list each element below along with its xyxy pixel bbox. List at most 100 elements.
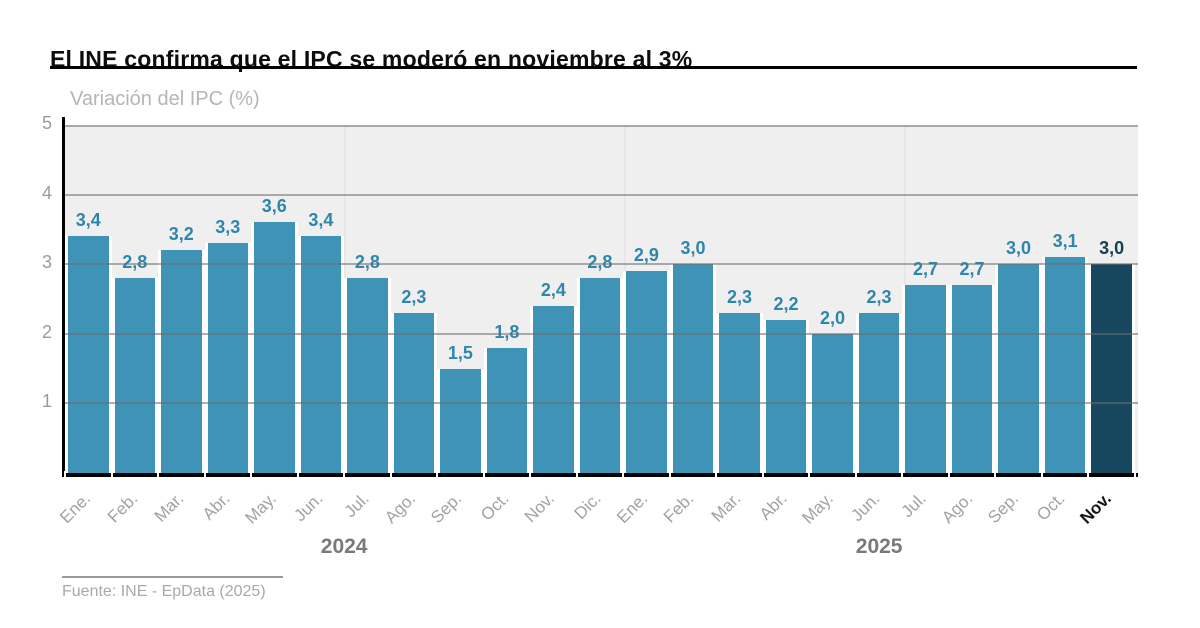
bar-value-label: 2,3 [726,286,752,307]
x-axis-tick [482,471,485,480]
bar-value-label: 2,8 [354,252,380,273]
year-label-2025: 2025 [855,535,903,558]
bar-value-label: 1,8 [494,321,520,342]
bar-value-label: 3,0 [1006,238,1032,259]
bar-cell-Abr-2025: 2,2 [761,125,810,480]
month-label: Dic. [570,488,605,524]
bar-cell-Oct-2025: 3,1 [1040,125,1089,480]
month-label-cell: Feb. [103,482,157,536]
month-label-cell: Jun. [290,482,343,536]
x-axis-tick [64,471,66,480]
bar-value-label: 3,0 [1099,238,1125,259]
chart-subtitle: Variación del IPC (%) [70,88,260,110]
x-axis-tick [203,471,206,480]
x-axis-tick [110,471,113,480]
x-axis-tick [994,471,997,480]
gridline-y1 [65,402,1138,405]
bar-cell-Mar-2024: 3,2 [157,125,205,480]
month-label-cell: Abr. [756,482,807,536]
year-label-2024: 2024 [320,535,368,558]
bar-cell-Sep-2025: 3,0 [994,125,1042,480]
y-tick-label-1: 1 [41,391,52,412]
bar-value-label: 3,6 [261,196,287,217]
x-axis-month-labels: Ene. Feb. Mar. Abr. May. Jun. Jul. Ago. Sep. Oct.… [56,482,1135,536]
bar-cell-Nov-2024: 2,4 [529,125,577,480]
month-label-cell: Dic. [571,482,621,536]
x-axis-tick [901,471,904,480]
month-label: Jul. [340,488,373,522]
bar-highlight [1088,264,1135,473]
x-axis-tick [1040,471,1043,480]
bar-value-label: 3,4 [75,210,101,231]
y-axis-top-tick [62,117,65,125]
month-label-cell: Nov. [1077,482,1132,536]
bar [390,312,438,473]
bar-cell-Jun-2024: 3,4 [296,125,345,480]
bar-cell-Jun-2025: 2,3 [854,125,903,480]
bar-value-label: 2,8 [122,252,148,273]
y-tick-label-4: 4 [41,182,52,203]
y-tick-label-5: 5 [41,113,52,133]
x-axis-tick [808,471,811,480]
bar-cell-Ago-2024: 2,3 [389,125,438,480]
month-label-cell: Jul. [897,482,946,536]
gridline-y4 [65,193,1138,196]
month-label-cell: May. [798,482,853,536]
bar [576,278,624,473]
bar-cell-Ago-2025: 2,7 [947,125,996,480]
month-label: Jul. [897,488,930,522]
month-label-cell: Mar. [707,482,760,536]
bar-value-label: 2,4 [540,279,566,300]
month-label: Ene. [56,488,95,528]
x-axis-tick [575,471,578,480]
month-label-cell: Mar. [151,482,204,536]
x-axis-tick [1133,471,1136,480]
bar-cell-Oct-2024: 1,8 [482,125,531,480]
x-axis-tick [622,471,625,480]
bar-cell-Ene-2025: 2,9 [622,125,670,480]
bar-cell-Ene-2024: 3,4 [64,125,112,480]
x-axis-tick [250,471,253,480]
bar-value-label: 2,0 [819,307,846,328]
y-tick-label-3: 3 [41,252,52,273]
source-divider [62,576,283,578]
bar [158,250,205,473]
month-label-cell: Feb. [660,482,714,536]
x-axis-tick [1087,471,1090,480]
bar-value-label: 3,2 [168,224,194,245]
gridline-y5 [65,125,1138,127]
bar-value-label: 3,0 [680,238,706,259]
month-label-cell: May. [242,482,297,536]
month-label-cell: Jul. [340,482,389,536]
x-axis-tick [389,471,392,480]
month-label-cell: Abr. [199,482,250,536]
bar-value-label: 3,4 [308,210,334,231]
month-label: Oct. [476,488,513,525]
bar [204,243,252,473]
month-label-cell: Sep. [428,482,482,536]
month-label-cell: Oct. [1033,482,1085,536]
bar-cell-Abr-2024: 3,3 [203,125,252,480]
bar [65,236,112,473]
bar-cell-May-2024: 3,6 [250,125,298,480]
bar-cell-Nov-2025: 3,0 [1087,125,1136,480]
month-label: Abr. [198,488,234,524]
month-label-cell: Ago. [381,482,436,536]
x-axis-tick [529,471,532,480]
bar-value-label: 2,8 [587,252,613,273]
bar [111,278,159,473]
bar-value-label: 2,3 [401,286,427,307]
x-axis-tick [715,471,718,480]
bar-value-label: 1,5 [447,342,473,363]
x-axis-year-labels: 2024 2025 [65,535,1135,563]
bar [623,271,670,473]
month-label-cell: Ene. [613,482,668,536]
bar-cell-Jul-2025: 2,7 [901,125,949,480]
month-label-cell: Sep. [984,482,1039,536]
x-axis-tick [947,471,950,480]
bar [855,312,903,473]
month-label-cell: Ene. [56,482,111,536]
bar [762,319,810,473]
bar [483,347,531,473]
